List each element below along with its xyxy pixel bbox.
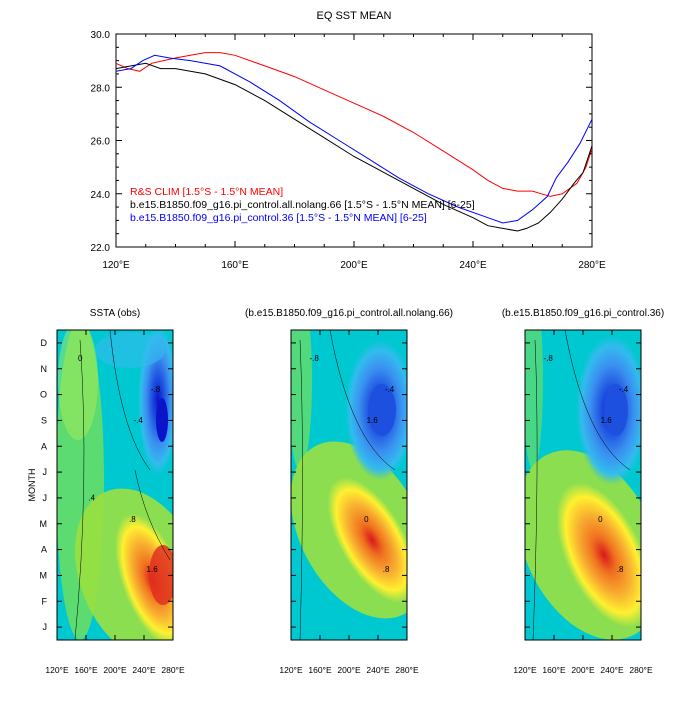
contour-label: 1.6 [367, 416, 379, 425]
contour-label: 0 [598, 515, 603, 524]
contour-fill [291, 330, 407, 640]
month-label: D [41, 338, 48, 348]
month-label: A [41, 545, 47, 555]
contour-label: -.4 [385, 385, 395, 394]
x-tick-label: 160°E [221, 260, 249, 271]
x-tick-label: 280°E [629, 665, 653, 675]
month-label: J [43, 467, 48, 477]
x-tick-label: 120°E [279, 665, 303, 675]
contour-fill [57, 330, 173, 640]
month-label: O [40, 390, 47, 400]
x-tick-label: 240°E [132, 665, 156, 675]
contour-label: -.4 [619, 385, 629, 394]
contour-label: .4 [88, 494, 95, 503]
month-label: J [43, 622, 48, 632]
x-tick-label: 200°E [337, 665, 361, 675]
panel-title: SSTA (obs) [90, 308, 140, 319]
series-line-1 [116, 62, 592, 232]
series-line-0 [116, 52, 592, 197]
x-tick-label: 120°E [513, 665, 537, 675]
contour-label: 1.6 [147, 565, 159, 574]
y-tick-label: 26.0 [91, 137, 111, 148]
x-tick-label: 120°E [102, 260, 130, 271]
heatmap-nolang: (b.e15.B1850.f09_g16.pi_control.all.nola… [245, 308, 453, 675]
x-tick-label: 240°E [600, 665, 624, 675]
x-tick-label: 160°E [308, 665, 332, 675]
legend-entry: R&S CLIM [1.5°S - 1.5°N MEAN] [130, 186, 283, 198]
x-tick-label: 240°E [366, 665, 390, 675]
x-tick-label: 200°E [340, 260, 368, 271]
y-tick-label: 22.0 [91, 243, 111, 254]
contour-label: 0 [78, 354, 83, 363]
heatmap-control36: (b.e15.B1850.f09_g16.pi_control.36) -.8 -… [502, 308, 664, 675]
x-tick-label: 160°E [542, 665, 566, 675]
month-label: S [41, 415, 47, 425]
month-label: A [41, 441, 47, 451]
x-tick-label: 280°E [578, 260, 606, 271]
x-tick-label: 160°E [74, 665, 98, 675]
chart-title: EQ SST MEAN [317, 10, 392, 22]
y-tick-label: 28.0 [91, 83, 111, 94]
line-chart: EQ SST MEAN 120°E 160°E 200°E 240°E 280°E 22.… [91, 10, 606, 271]
contour-label: -.4 [134, 416, 144, 425]
contour-label: -.8 [310, 354, 320, 363]
legend-entry: b.e15.B1850.f09_g16.pi_control.all.nolan… [130, 199, 475, 211]
contour-label: .8 [383, 565, 390, 574]
x-tick-label: 240°E [459, 260, 487, 271]
month-label: F [42, 596, 48, 606]
month-label: J [43, 493, 48, 503]
contour-label: -.8 [544, 354, 554, 363]
contour-label: 0 [364, 515, 369, 524]
legend: R&S CLIM [1.5°S - 1.5°N MEAN]b.e15.B1850… [130, 186, 475, 224]
heatmap-obs: SSTA (obs) MONTH 0 -.8 -.4 1.6 .8 .4 120°E 160… [27, 308, 185, 675]
y-axis-label: MONTH [27, 469, 37, 502]
month-label: N [41, 364, 48, 374]
contour-fill [525, 330, 641, 640]
panel-title: (b.e15.B1850.f09_g16.pi_control.36) [502, 308, 664, 319]
contour-label: .8 [129, 515, 136, 524]
x-tick-label: 280°E [395, 665, 419, 675]
x-tick-label: 200°E [103, 665, 127, 675]
y-tick-label: 24.0 [91, 190, 111, 201]
contour-label: -.8 [151, 385, 161, 394]
legend-entry: b.e15.B1850.f09_g16.pi_control.36 [1.5°S… [130, 212, 427, 224]
x-tick-label: 200°E [571, 665, 595, 675]
contour-label: .8 [617, 565, 624, 574]
x-tick-label: 120°E [45, 665, 69, 675]
month-label: M [40, 519, 48, 529]
series-line-2 [116, 54, 592, 224]
y-tick-label: 30.0 [91, 30, 111, 41]
panel-title: (b.e15.B1850.f09_g16.pi_control.all.nola… [245, 308, 453, 319]
month-label: M [40, 570, 48, 580]
contour-label: 1.6 [601, 416, 613, 425]
x-tick-label: 280°E [161, 665, 185, 675]
